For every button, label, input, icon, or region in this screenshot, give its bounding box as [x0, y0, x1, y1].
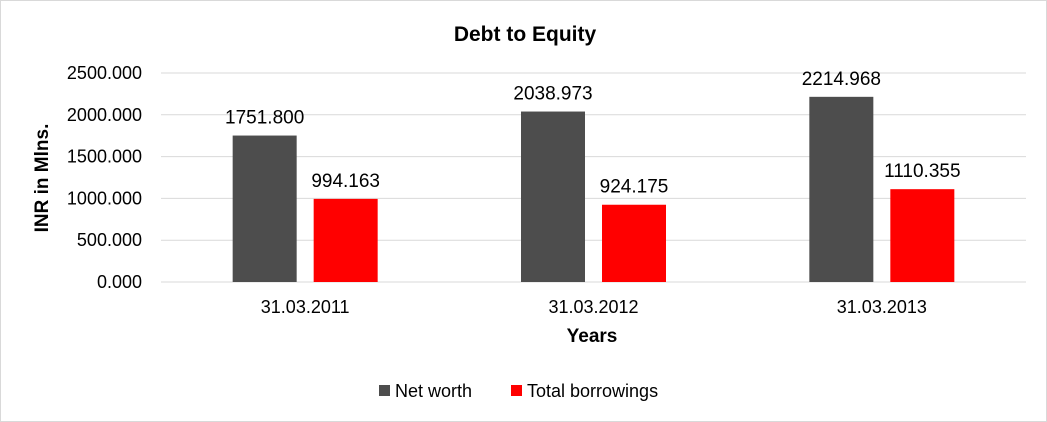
y-tick-label: 1500.000: [67, 147, 142, 167]
data-label: 924.175: [600, 177, 669, 198]
data-label: 1751.800: [225, 108, 304, 129]
x-tick-label: 31.03.2012: [548, 297, 638, 317]
data-label: 1110.355: [884, 161, 960, 182]
x-tick-label: 31.03.2013: [837, 297, 927, 317]
bars: [232, 96, 955, 282]
chart-title: Debt to Equity: [454, 23, 597, 46]
data-label: 994.163: [311, 171, 380, 192]
y-tick-label: 500.000: [77, 230, 142, 250]
x-tick-label: 31.03.2011: [261, 297, 350, 317]
y-tick-label: 2000.000: [67, 105, 142, 125]
data-label: 2214.968: [802, 69, 881, 90]
y-tick-label: 1000.000: [67, 188, 142, 208]
bar-total-borrowings: [602, 204, 666, 282]
y-axis-title: INR in Mlns.: [32, 124, 53, 233]
x-axis-title: Years: [567, 326, 618, 347]
data-label: 2038.973: [513, 84, 592, 105]
bar-net-worth: [521, 111, 585, 282]
bar-net-worth: [232, 135, 297, 282]
gridlines: [161, 72, 1026, 283]
y-axis-ticks: 0.000 500.000 1000.000 1500.000 2000.000 2500…: [67, 63, 142, 292]
bar-total-borrowings: [890, 189, 955, 282]
y-tick-label: 0.000: [97, 272, 142, 292]
data-labels: 1751.800 994.163 2038.973 924.175 2214.968 11…: [225, 69, 961, 198]
y-tick-label: 2500.000: [67, 63, 142, 83]
legend-label: Total borrowings: [527, 381, 658, 401]
legend-label: Net worth: [395, 381, 472, 401]
x-axis-ticks: 31.03.2011 31.03.2012 31.03.2013: [261, 297, 927, 317]
legend: Net worth Total borrowings: [379, 381, 658, 401]
bar-net-worth: [809, 96, 874, 282]
bar-total-borrowings: [313, 198, 378, 282]
legend-swatch: [511, 385, 522, 396]
legend-swatch: [379, 385, 390, 396]
